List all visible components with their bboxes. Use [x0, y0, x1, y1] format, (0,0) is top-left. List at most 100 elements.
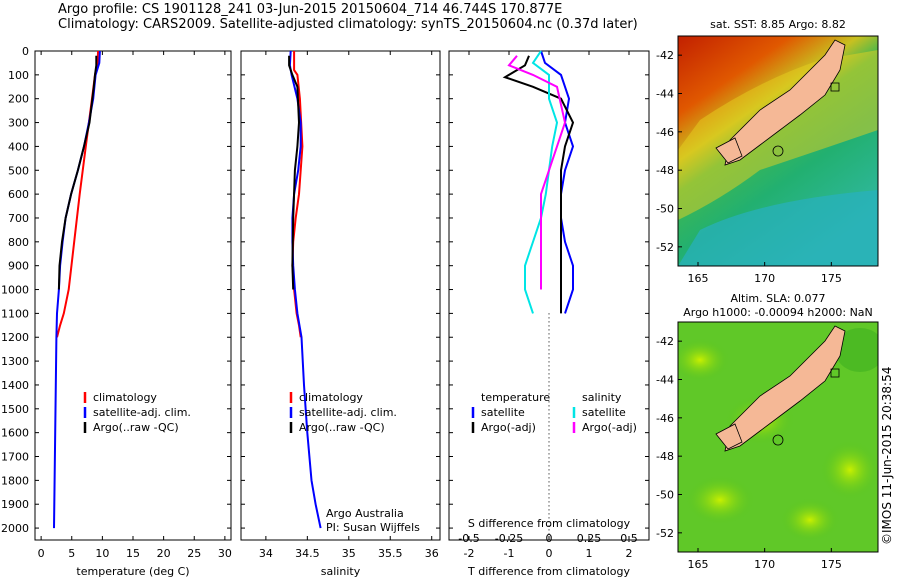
series-line-s_argo — [507, 55, 567, 290]
map-y-tick-label: -52 — [656, 527, 674, 540]
legend-label: Argo(-adj) — [582, 421, 637, 434]
annotation-text: Argo Australia — [326, 507, 404, 520]
credit-text: ©IMOS 11-Jun-2015 20:38:54 — [880, 366, 894, 545]
y-tick-label: 600 — [8, 188, 29, 201]
x-tick-label: 36 — [425, 547, 439, 560]
legend-label: satellite — [582, 406, 626, 419]
map-x-tick-label: 175 — [821, 272, 842, 285]
y-tick-label: 200 — [8, 93, 29, 106]
y-tick-label: 1000 — [1, 284, 29, 297]
y-tick-label: 1700 — [1, 451, 29, 464]
x-tick-label: 0 — [38, 547, 45, 560]
temperature-panel: 0100200300400500600700800900100011001200… — [1, 45, 232, 578]
series-line-t_sat — [540, 50, 575, 314]
difference-panel: -2 -1 0 1 2 T difference from climatology S di… — [448, 50, 650, 578]
x-axis-label: T difference from climatology — [467, 565, 630, 578]
x-tick-label: 1 — [586, 547, 593, 560]
map-y-tick-label: -44 — [656, 374, 674, 387]
map-x-tick-label: 170 — [754, 558, 775, 571]
series-line-t_argo — [502, 55, 575, 314]
y-tick-label: 1300 — [1, 355, 29, 368]
map-x-tick-label: 175 — [821, 558, 842, 571]
x-tick-label: 25 — [187, 547, 201, 560]
x-tick-label: 35 — [342, 547, 356, 560]
map-y-tick-label: -44 — [656, 88, 674, 101]
y-tick-label: 800 — [8, 236, 29, 249]
map-x-tick-label: 165 — [688, 558, 709, 571]
map-x-tick-label: 170 — [754, 272, 775, 285]
y-tick-label: 400 — [8, 140, 29, 153]
x-tick-label: 34.5 — [295, 547, 320, 560]
legend-label: salinity — [582, 391, 622, 404]
y-tick-label: 1200 — [1, 331, 29, 344]
y-tick-label: 0 — [22, 45, 29, 58]
legend-label: Argo(..raw -QC) — [299, 421, 385, 434]
x-tick-label: -2 — [464, 547, 475, 560]
x-top-tick-label: -0.25 — [495, 532, 523, 545]
map-y-tick-label: -46 — [656, 412, 674, 425]
x-tick-label: 5 — [68, 547, 75, 560]
legend-label: Argo(-adj) — [481, 421, 536, 434]
series-line-argo — [57, 55, 98, 290]
sla-map-title-line1: Altim. SLA: 0.077 — [730, 292, 825, 305]
legend-label: climatology — [93, 391, 157, 404]
legend-label: satellite — [481, 406, 525, 419]
y-tick-label: 1600 — [1, 427, 29, 440]
y-tick-label: 500 — [8, 164, 29, 177]
y-tick-label: 900 — [8, 260, 29, 273]
y-tick-label: 100 — [8, 69, 29, 82]
x-tick-label: 35.5 — [378, 547, 403, 560]
legend-label: climatology — [299, 391, 363, 404]
y-tick-label: 1900 — [1, 498, 29, 511]
map-y-tick-label: -48 — [656, 450, 674, 463]
y-tick-label: 300 — [8, 117, 29, 130]
map-y-tick-label: -42 — [656, 335, 674, 348]
x-tick-label: 2 — [626, 547, 633, 560]
x-tick-label: 34 — [259, 547, 273, 560]
x-tick-label: 10 — [95, 547, 109, 560]
series-line-argo — [288, 55, 301, 290]
map-y-tick-label: -46 — [656, 126, 674, 139]
x-top-tick-label: 0.25 — [577, 532, 602, 545]
plot-frame — [240, 50, 441, 541]
salinity-panel: 34 34.5 35 35.5 36 salinity climatology satelli… — [240, 50, 441, 578]
y-tick-label: 700 — [8, 212, 29, 225]
plot-frame — [448, 50, 650, 541]
sla-map: Altim. SLA: 0.077 Argo h1000: -0.00094 h… — [656, 292, 879, 571]
x-top-tick-label: -0.5 — [458, 532, 479, 545]
x-axis-label: temperature (deg C) — [76, 565, 189, 578]
series-line-clim — [56, 50, 100, 338]
x-top-tick-label: 0.5 — [620, 532, 638, 545]
figure-title-line2: Climatology: CARS2009. Satellite-adjuste… — [58, 17, 638, 32]
figure-title-line1: Argo profile: CS 1901128_241 03-Jun-2015… — [58, 2, 563, 17]
x-tick-label: 30 — [218, 547, 232, 560]
series-line-sat — [53, 50, 101, 529]
sst-map: sat. SST: 8.85 Argo: 8.82 165 170 175 -42 -4… — [656, 18, 879, 285]
y-tick-label: 2000 — [1, 522, 29, 535]
y-tick-label: 1800 — [1, 474, 29, 487]
y-tick-label: 1400 — [1, 379, 29, 392]
sst-map-title: sat. SST: 8.85 Argo: 8.82 — [710, 18, 846, 31]
legend-label: satellite-adj. clim. — [299, 406, 397, 419]
legend-label: satellite-adj. clim. — [93, 406, 191, 419]
x-axis-label-top: S difference from climatology — [468, 517, 631, 530]
x-axis-label: salinity — [321, 565, 361, 578]
argo-location-marker — [772, 145, 784, 157]
annotation-text: PI: Susan Wijffels — [326, 521, 420, 534]
x-tick-label: -1 — [504, 547, 515, 560]
x-top-tick-label: 0 — [546, 532, 553, 545]
x-tick-label: 15 — [126, 547, 140, 560]
y-tick-label: 1500 — [1, 403, 29, 416]
series-line-sat — [288, 50, 322, 529]
x-tick-label: 0 — [546, 547, 553, 560]
map-y-tick-label: -50 — [656, 203, 674, 216]
map-y-tick-label: -50 — [656, 489, 674, 502]
y-tick-label: 1100 — [1, 307, 29, 320]
map-y-tick-label: -48 — [656, 164, 674, 177]
map-y-tick-label: -42 — [656, 49, 674, 62]
map-x-tick-label: 165 — [688, 272, 709, 285]
sla-map-title-line2: Argo h1000: -0.00094 h2000: NaN — [683, 306, 873, 319]
x-tick-label: 20 — [157, 547, 171, 560]
legend-label: Argo(..raw -QC) — [93, 421, 179, 434]
